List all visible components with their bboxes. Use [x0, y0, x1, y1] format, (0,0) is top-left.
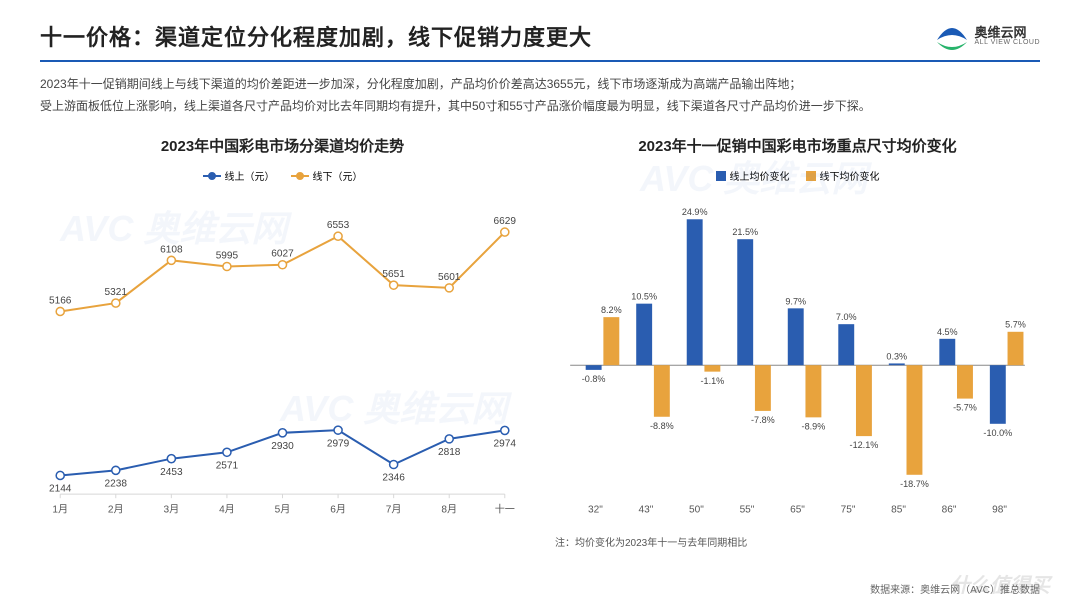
header: 十一价格：渠道定位分化程度加剧，线下促销力度更大 奥维云网 ALL VIEW C…	[40, 20, 1040, 62]
svg-text:50": 50"	[689, 505, 704, 516]
svg-text:-5.7%: -5.7%	[953, 403, 977, 413]
svg-text:24.9%: 24.9%	[682, 207, 708, 217]
svg-text:-1.1%: -1.1%	[701, 376, 725, 386]
svg-text:21.5%: 21.5%	[732, 227, 758, 237]
legend-item-offline-change: 线下均价变化	[806, 168, 880, 183]
description: 2023年十一促销期间线上与线下渠道的均价差距进一步加深，分化程度加剧，产品均价…	[40, 74, 1040, 117]
line-chart: 2023年中国彩电市场分渠道均价走势 线上（元） 线下（元） 1月 2月 3月 4月 5…	[40, 135, 525, 548]
svg-text:-10.0%: -10.0%	[983, 428, 1012, 438]
svg-text:5321: 5321	[105, 287, 128, 298]
line-chart-title: 2023年中国彩电市场分渠道均价走势	[40, 135, 525, 156]
data-source: 数据来源：奥维云网（AVC）推总数据	[870, 581, 1040, 596]
svg-text:6108: 6108	[160, 244, 183, 255]
svg-text:-18.7%: -18.7%	[900, 479, 929, 489]
svg-text:5601: 5601	[438, 272, 461, 283]
legend-marker-online-change	[716, 171, 726, 181]
svg-text:2974: 2974	[494, 439, 517, 450]
svg-text:5995: 5995	[216, 251, 239, 262]
svg-text:6553: 6553	[327, 220, 350, 231]
bar-chart-legend: 线上均价变化 线下均价变化	[555, 168, 1040, 183]
legend-marker-online	[203, 175, 221, 177]
svg-text:4月: 4月	[219, 504, 235, 516]
legend-marker-offline-change	[806, 171, 816, 181]
svg-text:32": 32"	[588, 505, 603, 516]
svg-text:5月: 5月	[275, 504, 291, 516]
svg-text:2818: 2818	[438, 447, 461, 458]
svg-text:85": 85"	[891, 505, 906, 516]
desc-line-1: 2023年十一促销期间线上与线下渠道的均价差距进一步加深，分化程度加剧，产品均价…	[40, 74, 1040, 96]
legend-marker-offline	[291, 175, 309, 177]
bar-chart-title: 2023年十一促销中国彩电市场重点尺寸均价变化	[555, 135, 1040, 156]
svg-text:-7.8%: -7.8%	[751, 415, 775, 425]
logo-icon	[935, 22, 969, 50]
svg-text:2月: 2月	[108, 504, 124, 516]
svg-text:98": 98"	[992, 505, 1007, 516]
legend-item-online-change: 线上均价变化	[716, 168, 790, 183]
logo-text-en: ALL VIEW CLOUD	[975, 39, 1040, 46]
svg-text:9.7%: 9.7%	[785, 296, 806, 306]
svg-text:-8.8%: -8.8%	[650, 421, 674, 431]
logo-text-cn: 奥维云网	[975, 26, 1040, 39]
legend-label-online-change: 线上均价变化	[730, 168, 790, 183]
legend-label-offline: 线下（元）	[313, 168, 363, 183]
svg-text:7.0%: 7.0%	[836, 312, 857, 322]
svg-text:5166: 5166	[49, 296, 72, 307]
svg-text:8月: 8月	[441, 504, 457, 516]
line-chart-legend: 线上（元） 线下（元）	[40, 168, 525, 183]
source-label: 数据来源：	[870, 585, 920, 596]
legend-item-online: 线上（元）	[203, 168, 275, 183]
svg-text:75": 75"	[841, 505, 856, 516]
svg-text:2979: 2979	[327, 439, 350, 450]
svg-text:6月: 6月	[330, 504, 346, 516]
svg-text:0.3%: 0.3%	[886, 352, 907, 362]
legend-label-offline-change: 线下均价变化	[820, 168, 880, 183]
source-text: 奥维云网（AVC）推总数据	[920, 585, 1040, 596]
desc-line-2: 受上游面板低位上涨影响，线上渠道各尺寸产品均价对比去年同期均有提升，其中50寸和…	[40, 96, 1040, 118]
svg-text:4.5%: 4.5%	[937, 327, 958, 337]
svg-text:5.7%: 5.7%	[1005, 320, 1026, 330]
svg-text:2453: 2453	[160, 467, 183, 478]
svg-text:2571: 2571	[216, 461, 239, 472]
svg-text:2930: 2930	[271, 441, 294, 452]
svg-text:5651: 5651	[382, 269, 405, 280]
svg-text:6027: 6027	[271, 249, 294, 260]
line-chart-svg: 1月 2月 3月 4月 5月 6月 7月 8月 十一 5166 5321 6108 5995 6027 65…	[40, 191, 525, 524]
svg-text:-0.8%: -0.8%	[582, 374, 606, 384]
svg-text:2144: 2144	[49, 484, 72, 495]
svg-text:6629: 6629	[494, 216, 517, 227]
bar-chart-note: 注：均价变化为2023年十一与去年同期相比	[555, 534, 1040, 549]
legend-label-online: 线上（元）	[225, 168, 275, 183]
svg-text:3月: 3月	[163, 504, 179, 516]
svg-text:十一: 十一	[495, 503, 515, 516]
svg-text:10.5%: 10.5%	[631, 292, 657, 302]
legend-item-offline: 线下（元）	[291, 168, 363, 183]
svg-text:1月: 1月	[52, 504, 68, 516]
bar-chart-svg: 32" 43" 50" 55" 65" 75" 85" 86" 98" -0.8% 8.2% 10.5…	[555, 191, 1040, 524]
page-title: 十一价格：渠道定位分化程度加剧，线下促销力度更大	[40, 20, 592, 52]
svg-text:86": 86"	[942, 505, 957, 516]
svg-text:8.2%: 8.2%	[601, 305, 622, 315]
svg-text:2346: 2346	[382, 473, 405, 484]
svg-text:7月: 7月	[386, 504, 402, 516]
svg-text:-12.1%: -12.1%	[850, 440, 879, 450]
svg-text:2238: 2238	[105, 479, 128, 490]
bar-chart: 2023年十一促销中国彩电市场重点尺寸均价变化 线上均价变化 线下均价变化 32…	[555, 135, 1040, 548]
svg-text:43": 43"	[639, 505, 654, 516]
svg-text:65": 65"	[790, 505, 805, 516]
brand-logo: 奥维云网 ALL VIEW CLOUD	[935, 22, 1040, 50]
svg-text:55": 55"	[740, 505, 755, 516]
svg-text:-8.9%: -8.9%	[802, 422, 826, 432]
